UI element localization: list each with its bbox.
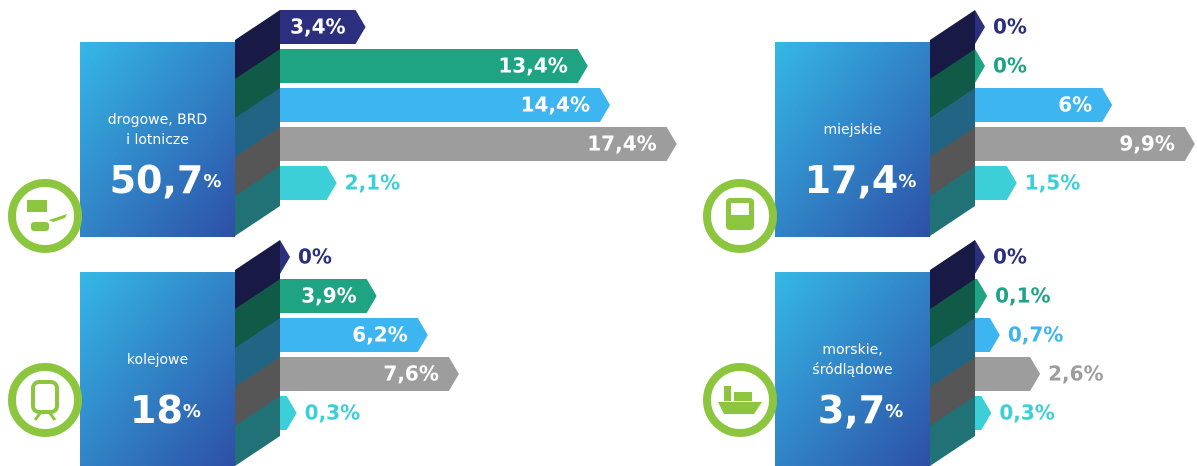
side-segment: [235, 396, 280, 466]
side-segment: [235, 318, 280, 388]
side-segment: [235, 240, 280, 310]
bar: [975, 357, 1041, 391]
value-label: 0%: [993, 54, 1027, 78]
icon-rails: [33, 411, 57, 421]
side-segment: [930, 49, 975, 119]
icon-truck: [27, 200, 47, 212]
value-label: 0%: [993, 15, 1027, 39]
total-unit: %: [183, 401, 201, 422]
category-total: 50,7%: [110, 158, 222, 202]
value-label: 0,3%: [999, 401, 1054, 425]
icon-ring: [8, 179, 82, 253]
value-label: 3,4%: [290, 15, 345, 39]
value-label: 14,4%: [521, 93, 590, 117]
bar: [280, 279, 377, 313]
category-total: 18%: [130, 388, 201, 432]
side-segment: [235, 166, 280, 236]
category-box: [775, 272, 930, 466]
value-label: 17,4%: [587, 132, 656, 156]
bar: [280, 88, 610, 122]
icon-containers: [734, 392, 752, 401]
side-segment: [930, 10, 975, 80]
side-segment: [235, 10, 280, 80]
bar: [280, 10, 366, 44]
total-value: 18: [130, 388, 183, 432]
side-segment: [930, 88, 975, 158]
total-unit: %: [203, 171, 221, 192]
bar: [280, 396, 297, 430]
side-segment: [930, 318, 975, 388]
bar: [975, 166, 1017, 200]
total-unit: %: [898, 171, 916, 192]
icon-ship: [718, 402, 762, 414]
icon-bridge: [724, 386, 731, 401]
bar: [975, 10, 985, 44]
value-label: 0%: [993, 245, 1027, 269]
bar: [280, 357, 459, 391]
side-segment: [235, 127, 280, 197]
bar: [975, 396, 992, 430]
side-segment: [930, 396, 975, 466]
side-segment: [235, 49, 280, 119]
bar: [975, 318, 1000, 352]
category-total: 3,7%: [818, 388, 903, 432]
side-segment: [930, 279, 975, 349]
value-label: 13,4%: [498, 54, 567, 78]
category-label: kolejowe: [127, 352, 188, 368]
total-unit: %: [885, 401, 903, 422]
icon-ring: [8, 363, 82, 437]
category-label: morskie,: [822, 342, 882, 358]
bar: [975, 49, 985, 83]
value-label: 2,6%: [1048, 362, 1103, 386]
value-label: 7,6%: [383, 362, 438, 386]
bar: [975, 127, 1195, 161]
side-segment: [930, 357, 975, 427]
value-label: 0%: [298, 245, 332, 269]
value-label: 6,2%: [352, 323, 407, 347]
bar: [975, 88, 1113, 122]
category-label: i lotnicze: [126, 132, 189, 148]
value-label: 0,7%: [1008, 323, 1063, 347]
category-total: 17,4%: [805, 158, 917, 202]
bar: [975, 240, 985, 274]
side-segment: [930, 240, 975, 310]
value-label: 2,1%: [345, 171, 400, 195]
category-box: [80, 272, 235, 466]
bar: [975, 279, 988, 313]
bar: [280, 166, 337, 200]
side-segment: [930, 166, 975, 236]
total-value: 3,7: [818, 388, 885, 432]
icons: [8, 179, 777, 437]
bar: [280, 127, 677, 161]
icon-plane: [49, 214, 67, 222]
value-label: 0,1%: [995, 284, 1050, 308]
bar: [280, 49, 588, 83]
icon-car: [31, 222, 49, 231]
value-label: 3,9%: [301, 284, 356, 308]
value-label: 9,9%: [1119, 132, 1174, 156]
bar: [280, 240, 290, 274]
side-segment: [235, 357, 280, 427]
bar: [280, 318, 428, 352]
category-label: śródlądowe: [812, 362, 892, 378]
category-box: [775, 42, 930, 237]
side-segment: [235, 88, 280, 158]
value-label: 0,3%: [305, 401, 360, 425]
total-value: 17,4: [805, 158, 899, 202]
total-value: 50,7: [110, 158, 204, 202]
icon-bus-window: [731, 203, 749, 215]
category-label: drogowe, BRD: [108, 112, 207, 128]
category-box: [80, 42, 235, 237]
category-label: miejskie: [824, 122, 882, 138]
icon-train: [31, 380, 59, 414]
side-segment: [235, 279, 280, 349]
value-label: 6%: [1058, 93, 1092, 117]
side-segment: [930, 127, 975, 197]
value-label: 1,5%: [1025, 171, 1080, 195]
